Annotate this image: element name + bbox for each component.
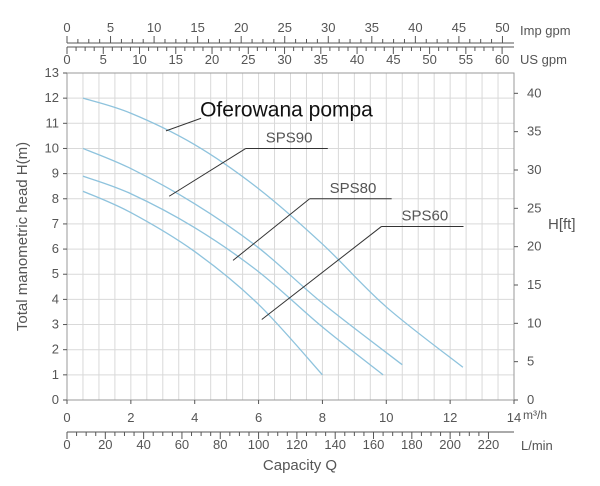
us-gpm-tick-label: 5 bbox=[100, 52, 107, 67]
y-tick-label-left: 12 bbox=[45, 90, 59, 105]
x-unit-m3h: m³/h bbox=[523, 408, 547, 422]
x-tick-label-m3h: 8 bbox=[319, 410, 326, 425]
y-tick-label-left: 11 bbox=[46, 115, 60, 130]
callout-leader bbox=[232, 198, 310, 261]
performance-curve-2 bbox=[82, 147, 403, 366]
y-tick-label-left: 6 bbox=[52, 241, 59, 256]
performance-curve-3 bbox=[82, 175, 384, 376]
plot-frame bbox=[66, 72, 515, 401]
x-tick-label-m3h: 12 bbox=[443, 410, 457, 425]
y-tick-label-left: 3 bbox=[52, 317, 59, 332]
us-gpm-tick-label: 50 bbox=[422, 52, 436, 67]
us-gpm-tick-label: 40 bbox=[350, 52, 364, 67]
lmin-tick-label: 40 bbox=[136, 437, 150, 452]
x-tick-label-m3h: 0 bbox=[63, 410, 70, 425]
x-axis-title: Capacity Q bbox=[263, 457, 337, 474]
imp-gpm-tick-label: 50 bbox=[495, 20, 509, 35]
lmin-tick-label: 140 bbox=[324, 437, 346, 452]
lmin-tick-label: 200 bbox=[439, 437, 461, 452]
y-tick-label-left: 1 bbox=[52, 367, 59, 382]
imp-gpm-tick-label: 30 bbox=[321, 20, 335, 35]
y-tick-label-right: 25 bbox=[527, 200, 541, 215]
lmin-tick-label: 180 bbox=[401, 437, 423, 452]
y-tick-label-left: 5 bbox=[52, 266, 59, 281]
lmin-tick-label: 220 bbox=[478, 437, 500, 452]
y-tick-label-right: 15 bbox=[527, 277, 541, 292]
lmin-tick-label: 20 bbox=[98, 437, 112, 452]
lmin-tick-label: 0 bbox=[63, 437, 70, 452]
x-tick-label-m3h: 4 bbox=[191, 410, 198, 425]
imp-gpm-tick-label: 10 bbox=[147, 20, 161, 35]
imp-gpm-tick-label: 15 bbox=[190, 20, 204, 35]
y-tick-label-left: 10 bbox=[45, 140, 59, 155]
y-tick-label-right: 40 bbox=[527, 85, 541, 100]
us-gpm-tick-label: 30 bbox=[277, 52, 291, 67]
y-tick-label-right: 30 bbox=[527, 162, 541, 177]
us-gpm-tick-label: 35 bbox=[314, 52, 328, 67]
y-tick-label-left: 9 bbox=[52, 166, 59, 181]
y-tick-label-right: 0 bbox=[527, 392, 534, 407]
lmin-tick-label: 120 bbox=[286, 437, 308, 452]
imp-gpm-tick-label: 5 bbox=[107, 20, 114, 35]
callout-leader bbox=[261, 226, 382, 320]
imp-gpm-tick-label: 25 bbox=[277, 20, 291, 35]
y-tick-label-left: 0 bbox=[52, 392, 59, 407]
callout-leader bbox=[165, 117, 202, 132]
x-tick-label-m3h: 2 bbox=[127, 410, 134, 425]
top-axis-imp-gpm-label: Imp gpm bbox=[520, 23, 571, 38]
y-tick-label-left: 13 bbox=[45, 65, 59, 80]
y-axis-title-right: H[ft] bbox=[548, 216, 576, 233]
us-gpm-tick-label: 60 bbox=[495, 52, 509, 67]
imp-gpm-tick-label: 20 bbox=[234, 20, 248, 35]
y-tick-label-left: 8 bbox=[52, 191, 59, 206]
y-axis-title-left: Total manometric head H(m) bbox=[14, 142, 31, 331]
callout-label-sps60: SPS60 bbox=[401, 207, 448, 224]
grid bbox=[66, 72, 515, 401]
imp-gpm-tick-label: 35 bbox=[365, 20, 379, 35]
us-gpm-tick-label: 15 bbox=[169, 52, 183, 67]
performance-curves bbox=[82, 97, 464, 376]
y-tick-label-left: 2 bbox=[52, 342, 59, 357]
imp-gpm-tick-label: 40 bbox=[408, 20, 422, 35]
lmin-tick-label: 160 bbox=[363, 437, 385, 452]
lmin-tick-label: 60 bbox=[175, 437, 189, 452]
annotations: SPS90 SPS80 SPS60 Oferowana pompa bbox=[165, 98, 464, 320]
us-gpm-tick-label: 45 bbox=[386, 52, 400, 67]
offered-pump-label: Oferowana pompa bbox=[200, 98, 373, 121]
axis-labels: Total manometric head H(m) H[ft] Capacit… bbox=[14, 23, 576, 474]
top-axis-us-gpm-label: US gpm bbox=[520, 52, 567, 67]
y-tick-label-right: 20 bbox=[527, 239, 541, 254]
us-gpm-tick-label: 25 bbox=[241, 52, 255, 67]
y-tick-label-left: 4 bbox=[52, 291, 59, 306]
x-tick-label-m3h: 10 bbox=[379, 410, 393, 425]
performance-curve-1 bbox=[82, 97, 464, 368]
x-tick-label-m3h: 14 bbox=[507, 410, 521, 425]
callout-label-sps80: SPS80 bbox=[330, 180, 377, 197]
lmin-tick-label: 80 bbox=[213, 437, 227, 452]
y-tick-label-left: 7 bbox=[52, 216, 59, 231]
imp-gpm-tick-label: 0 bbox=[63, 20, 70, 35]
x-tick-label-m3h: 6 bbox=[255, 410, 262, 425]
us-gpm-tick-label: 10 bbox=[132, 52, 146, 67]
callout-leader bbox=[168, 148, 247, 197]
y-tick-label-right: 5 bbox=[527, 354, 534, 369]
us-gpm-tick-label: 55 bbox=[459, 52, 473, 67]
imp-gpm-tick-label: 45 bbox=[452, 20, 466, 35]
x-unit-lmin: L/min bbox=[521, 438, 553, 453]
callout-label-sps90: SPS90 bbox=[266, 129, 313, 146]
us-gpm-tick-label: 20 bbox=[205, 52, 219, 67]
performance-curve-4 bbox=[82, 190, 323, 376]
lmin-tick-label: 100 bbox=[248, 437, 270, 452]
us-gpm-tick-label: 0 bbox=[63, 52, 70, 67]
y-tick-label-right: 10 bbox=[527, 315, 541, 330]
y-tick-label-right: 35 bbox=[527, 124, 541, 139]
